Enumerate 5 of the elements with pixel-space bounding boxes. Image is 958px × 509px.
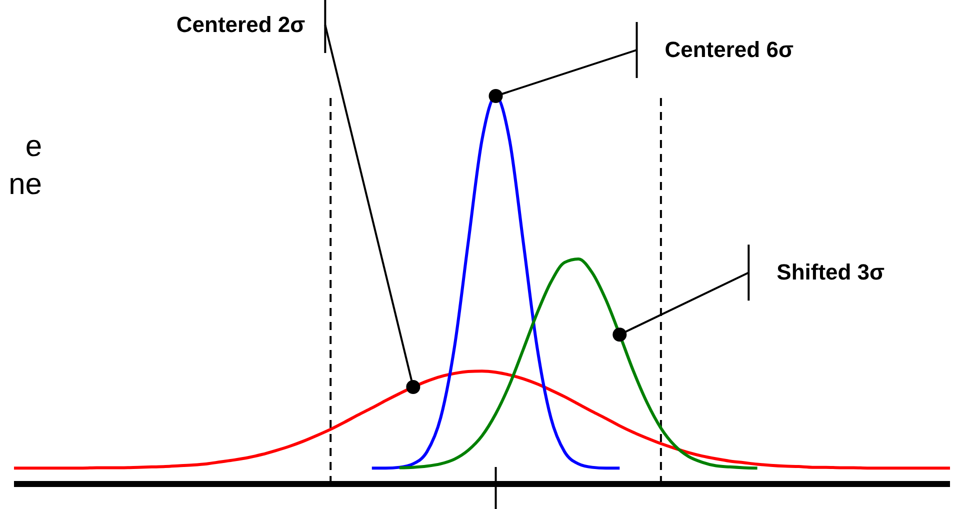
- annotation: Shifted 3σ: [776, 260, 885, 285]
- text: Centered 6σ: [664, 37, 794, 62]
- annotation: ne: [8, 168, 42, 202]
- annotation: e: [25, 130, 42, 164]
- text: Centered 2σ: [176, 12, 306, 37]
